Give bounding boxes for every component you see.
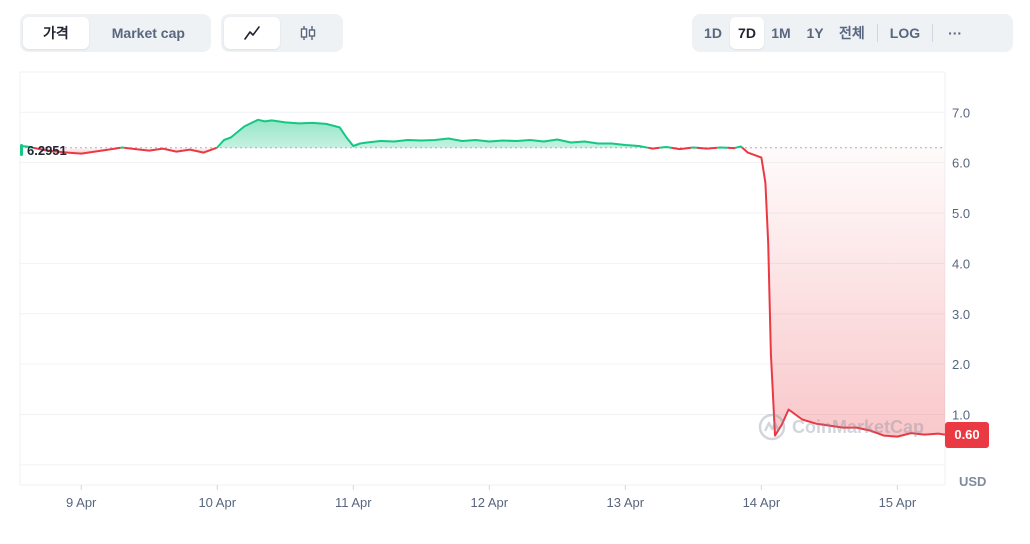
- x-tick-label: 12 Apr: [471, 495, 509, 510]
- x-tick-label: 15 Apr: [879, 495, 917, 510]
- range-1m-button[interactable]: 1M: [771, 25, 791, 41]
- reference-price-label: 6.2951: [27, 143, 67, 158]
- candlestick-icon: [300, 26, 316, 40]
- coinmarketcap-logo-icon: [758, 413, 786, 441]
- more-options-button[interactable]: ···: [948, 25, 963, 41]
- range-7d-button[interactable]: 7D: [730, 17, 764, 49]
- x-tick-label: 13 Apr: [607, 495, 645, 510]
- price-line: [19, 118, 946, 438]
- y-tick-label: 1.0: [952, 407, 970, 422]
- loss-line-segment: [648, 146, 660, 150]
- currency-label: USD: [959, 474, 987, 489]
- log-scale-button[interactable]: LOG: [889, 25, 921, 41]
- y-tick-label: 3.0: [952, 307, 970, 322]
- coinmarketcap-watermark: CoinMarketCap: [758, 413, 924, 441]
- x-tick-label: 10 Apr: [198, 495, 236, 510]
- range-1d-button[interactable]: 1D: [704, 25, 722, 41]
- tab-market-cap[interactable]: Market cap: [111, 25, 185, 41]
- loss-line-segment: [33, 146, 121, 155]
- y-tick-label: 5.0: [952, 206, 970, 221]
- gain-line-segment: [659, 146, 672, 149]
- current-price-tag: 0.60: [945, 421, 989, 448]
- loss-area: [742, 147, 945, 437]
- y-tick-label: 7.0: [952, 105, 970, 120]
- gain-line-segment: [735, 145, 744, 149]
- loss-line-segment: [124, 146, 217, 154]
- gain-line-segment: [216, 118, 649, 149]
- x-axis: 9 Apr 10 Apr 11 Apr 12 Apr 13 Apr 14 Apr 15 Ap…: [66, 485, 917, 510]
- y-tick-label: 6.0: [952, 156, 970, 171]
- loss-line-segment: [696, 146, 718, 150]
- tab-price[interactable]: 가격: [23, 17, 89, 49]
- reference-marker: [20, 144, 23, 156]
- time-range-selector: 1D 7D 1M 1Y 전체 LOG ···: [692, 14, 1013, 52]
- y-axis: 1.0 2.0 3.0 4.0 5.0 6.0 7.0: [952, 105, 970, 422]
- line-chart-icon: [244, 26, 260, 40]
- x-tick-label: 14 Apr: [743, 495, 781, 510]
- loss-line-segment: [671, 146, 692, 151]
- area-fills: [20, 119, 945, 437]
- gain-area: [216, 119, 649, 148]
- range-divider: [932, 24, 934, 42]
- line-chart-button[interactable]: [224, 17, 280, 49]
- watermark-text: CoinMarketCap: [792, 416, 925, 437]
- chart-style-toggle: [221, 14, 343, 52]
- range-1y-button[interactable]: 1Y: [806, 25, 824, 41]
- x-tick-label: 9 Apr: [66, 495, 97, 510]
- range-divider: [876, 24, 878, 42]
- range-all-button[interactable]: 전체: [839, 25, 865, 41]
- chart-type-toggle: 가격 Market cap: [20, 14, 211, 52]
- loss-area: [33, 147, 121, 154]
- x-tick-label: 11 Apr: [335, 495, 372, 510]
- candlestick-chart-button[interactable]: [280, 17, 336, 49]
- y-tick-label: 2.0: [952, 357, 970, 372]
- y-tick-label: 4.0: [952, 256, 970, 271]
- loss-line-segment: [741, 147, 946, 438]
